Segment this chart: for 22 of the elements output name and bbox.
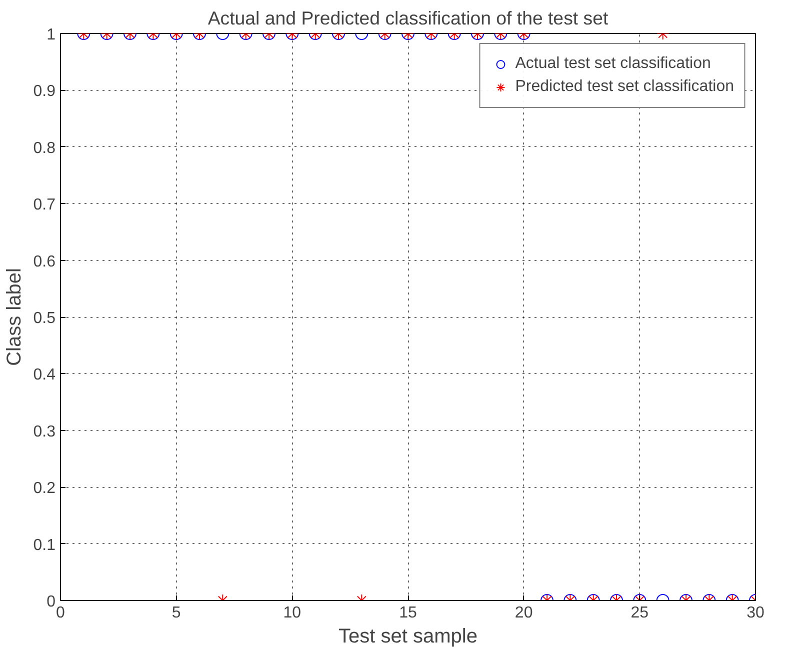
y-tick-label: 1 (46, 26, 56, 44)
x-axis-title: Test set sample (338, 626, 478, 648)
y-tick-label: 0.8 (33, 140, 56, 157)
x-tick-label: 30 (746, 604, 764, 622)
x-tick-label: 20 (514, 604, 533, 622)
y-tick-label: 0.9 (33, 83, 56, 100)
y-tick-label: 0.5 (33, 310, 56, 327)
y-tick-label: 0.2 (33, 480, 56, 498)
legend-label: Actual test set classification (515, 55, 711, 73)
y-axis-title: Class label (3, 268, 26, 366)
x-tick-label: 25 (630, 604, 649, 622)
chart-title: Actual and Predicted classification of the test set (208, 8, 609, 28)
legend-label: Predicted test set classification (515, 78, 734, 96)
y-tick-label: 0.7 (33, 196, 56, 214)
y-tick-label: 0.6 (33, 253, 56, 270)
y-tick-label: 0.3 (33, 423, 56, 440)
x-tick-label: 5 (172, 604, 181, 622)
x-tick-label: 15 (399, 604, 417, 622)
y-tick-label: 0.1 (33, 536, 56, 554)
y-tick-label: 0.4 (33, 366, 56, 384)
y-tick-label: 0 (46, 594, 56, 610)
x-tick-label: 10 (283, 604, 302, 622)
